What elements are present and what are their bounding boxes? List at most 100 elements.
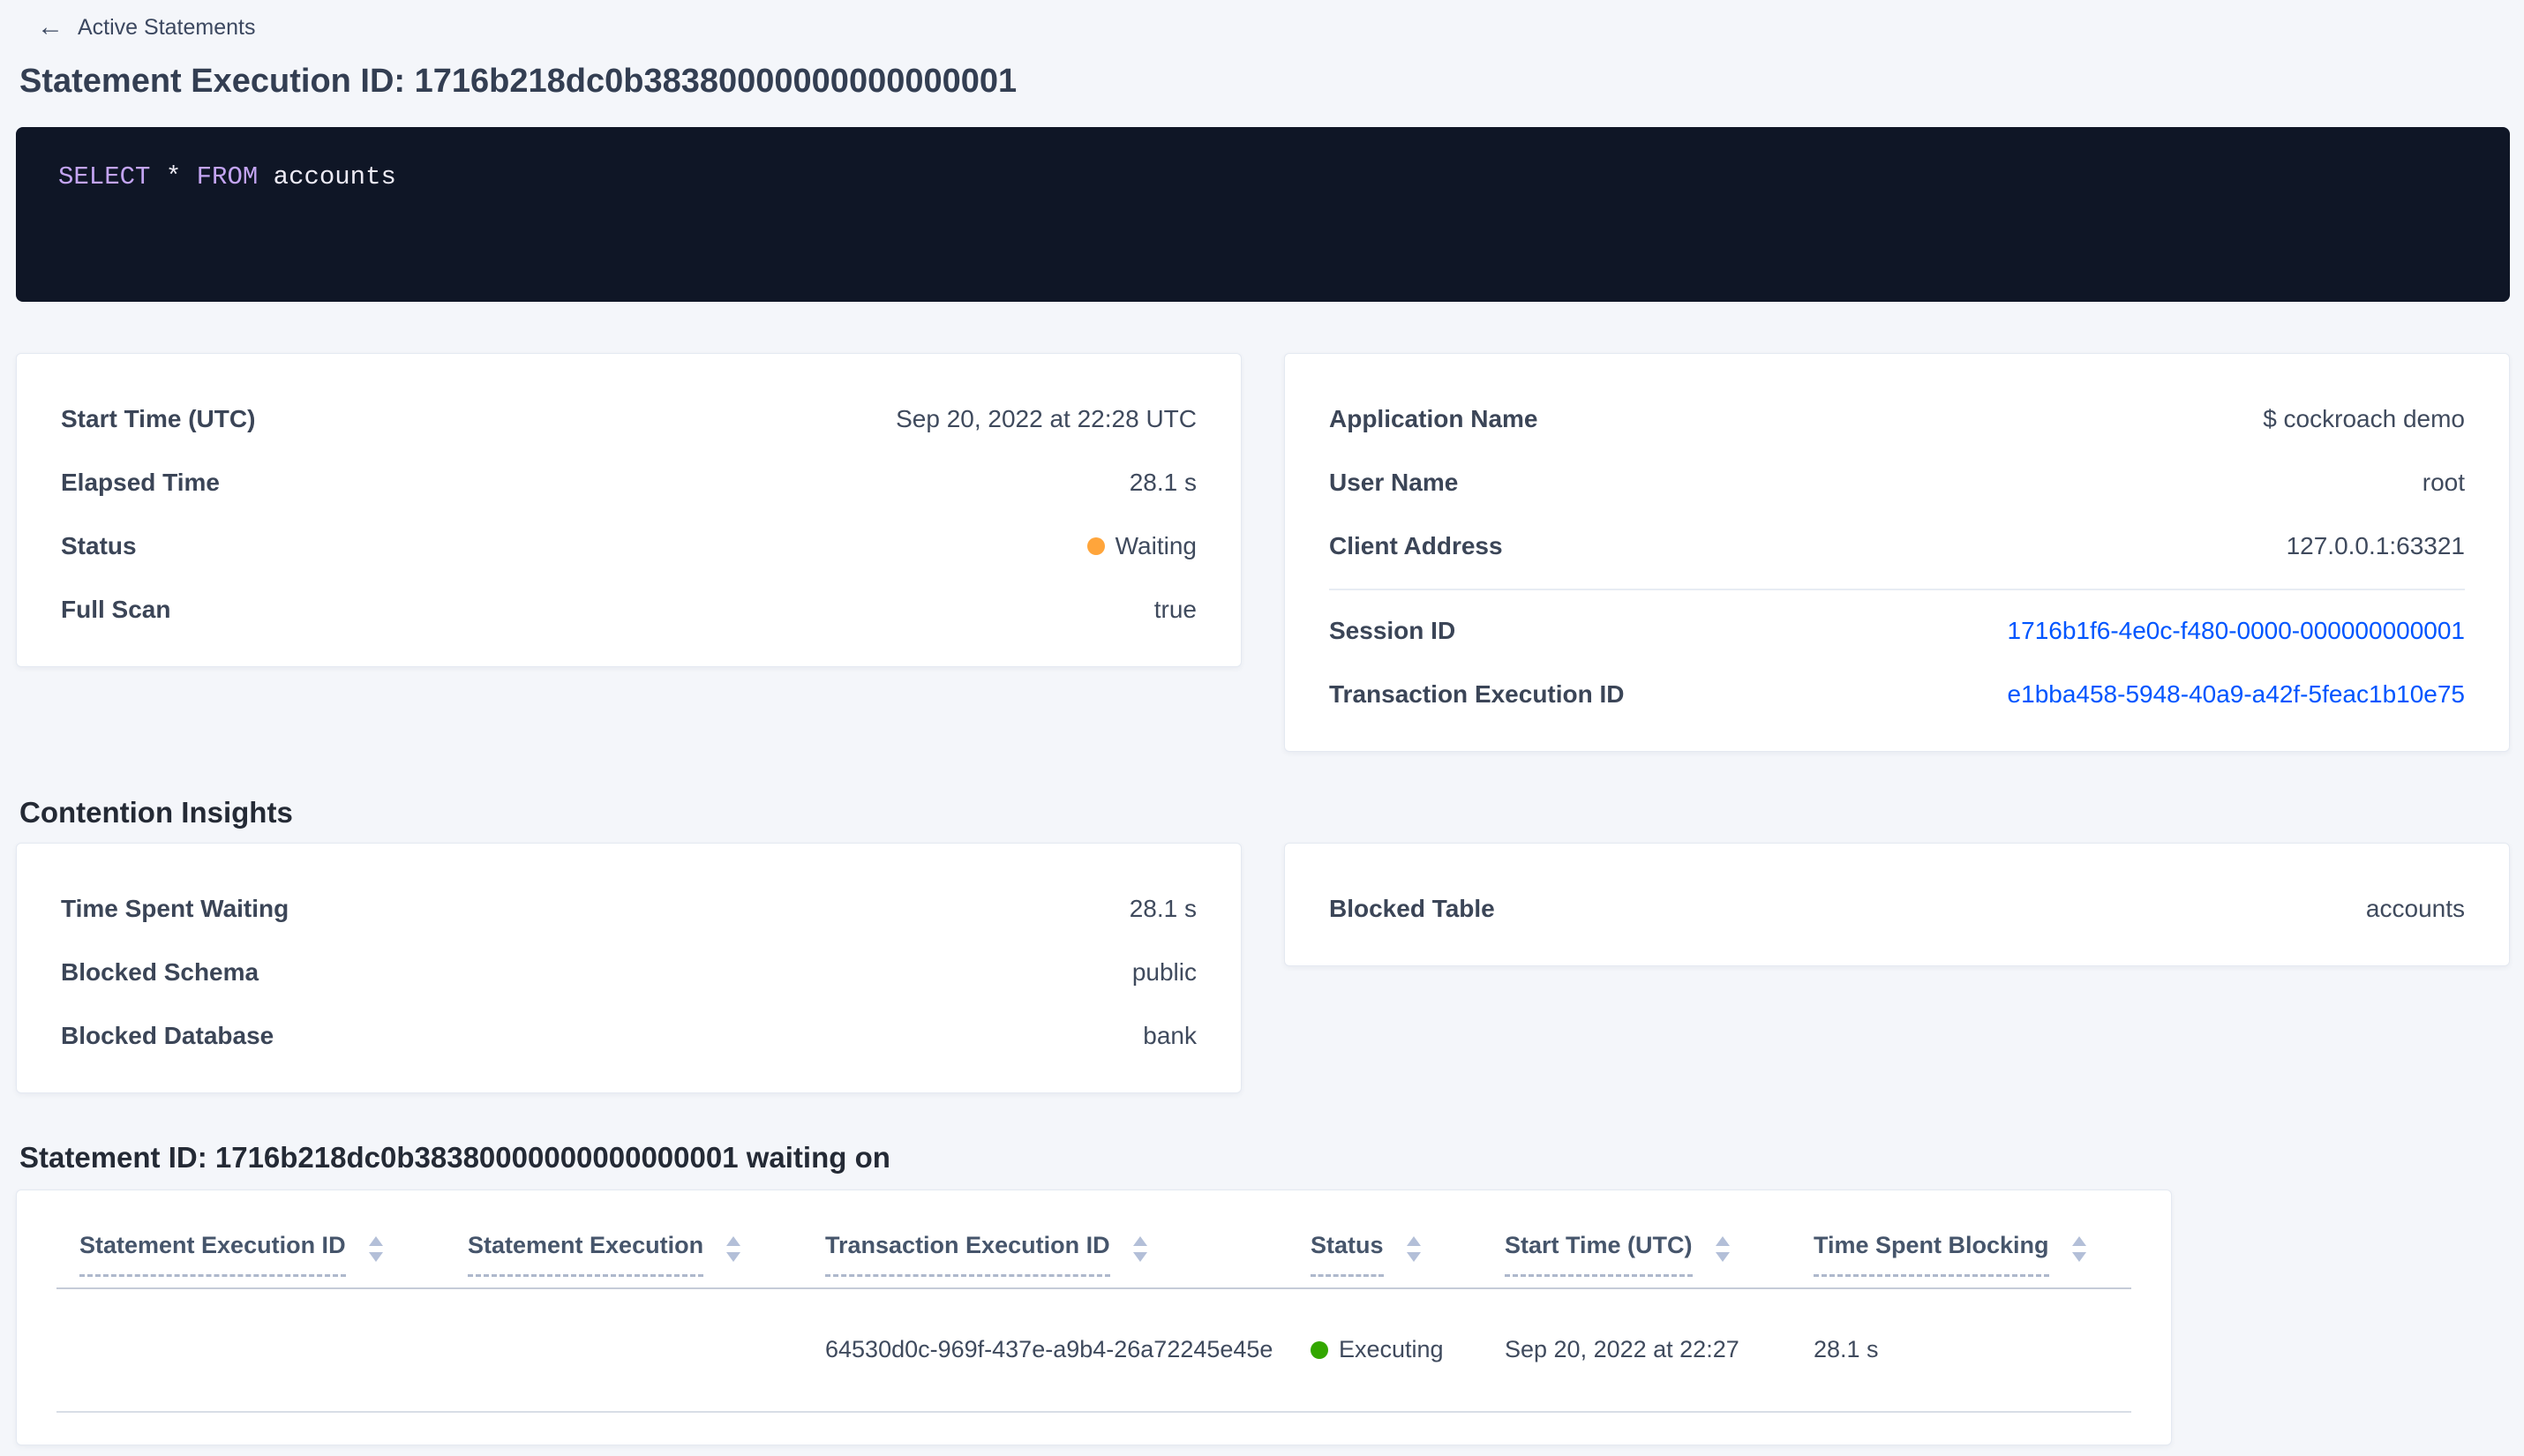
contention-cards-row: Time Spent Waiting 28.1 s Blocked Schema… <box>16 842 2510 1093</box>
sort-down-arrow-icon <box>1132 1252 1147 1263</box>
table-row: 64530d0c-969f-437e-a9b4-26a72245e45e Exe… <box>56 1289 2131 1413</box>
status-waiting-dot-icon <box>1086 537 1105 555</box>
sql-keyword-select: SELECT <box>58 161 151 191</box>
contention-insights-heading: Contention Insights <box>19 795 293 829</box>
sort-down-arrow-icon <box>1715 1252 1730 1263</box>
sort-icon[interactable] <box>2071 1236 2086 1263</box>
column-header-label: Transaction Execution ID <box>825 1231 1110 1277</box>
cell-status: Executing <box>1311 1336 1505 1363</box>
waiting-on-heading: Statement ID: 1716b218dc0b38380000000000… <box>19 1140 890 1174</box>
detail-value: public <box>1131 957 1197 986</box>
column-header-label: Statement Execution ID <box>79 1231 346 1277</box>
status-text: Executing <box>1339 1336 1444 1363</box>
column-header-label: Time Spent Blocking <box>1814 1231 2049 1277</box>
detail-label: User Name <box>1329 468 1459 496</box>
blocked-table-card: Blocked Table accounts <box>1284 842 2510 966</box>
detail-value: bank <box>1143 1021 1197 1049</box>
detail-value: 28.1 s <box>1129 894 1197 922</box>
sort-up-arrow-icon <box>1715 1236 1730 1247</box>
detail-row-user-name: User Name root <box>1329 451 2465 514</box>
arrow-left-icon: ← <box>37 12 64 41</box>
detail-row-status: Status Waiting <box>61 514 1197 578</box>
detail-value: true <box>1153 595 1197 623</box>
detail-row-blocked-table: Blocked Table accounts <box>1329 877 2465 941</box>
sort-up-arrow-icon <box>1132 1236 1147 1247</box>
detail-label: Transaction Execution ID <box>1329 679 1625 708</box>
sort-up-arrow-icon <box>726 1236 741 1247</box>
card-divider <box>1329 588 2465 590</box>
sort-down-arrow-icon <box>1406 1252 1421 1263</box>
column-header-statement-execution[interactable]: Statement Execution <box>468 1231 825 1277</box>
page-title: Statement Execution ID: 1716b218dc0b3838… <box>19 63 1018 100</box>
detail-label: Application Name <box>1329 404 1538 432</box>
cell-start-time: Sep 20, 2022 at 22:27 <box>1505 1336 1739 1363</box>
sql-plain-text: * <box>150 161 197 191</box>
sort-up-arrow-icon <box>1406 1236 1421 1247</box>
status-executing-dot-icon <box>1311 1340 1328 1359</box>
column-header-start-time[interactable]: Start Time (UTC) <box>1505 1231 1814 1277</box>
status-badge: Waiting <box>1086 531 1197 560</box>
detail-row-blocked-schema: Blocked Schema public <box>61 941 1197 1004</box>
detail-row-session-id: Session ID 1716b1f6-4e0c-f480-0000-00000… <box>1329 599 2465 663</box>
sort-down-arrow-icon <box>726 1252 741 1263</box>
column-header-status[interactable]: Status <box>1311 1231 1505 1277</box>
detail-label: Session ID <box>1329 616 1456 644</box>
column-header-label: Status <box>1311 1231 1384 1277</box>
column-header-time-spent-blocking[interactable]: Time Spent Blocking <box>1814 1231 2131 1277</box>
back-row: ← Active Statements <box>37 14 2510 41</box>
detail-value: $ cockroach demo <box>2263 404 2465 432</box>
back-to-active-statements-link[interactable]: ← Active Statements <box>37 14 255 41</box>
detail-value: accounts <box>2365 894 2465 922</box>
detail-label: Blocked Table <box>1329 894 1495 922</box>
back-link-label: Active Statements <box>78 14 256 40</box>
detail-label: Blocked Schema <box>61 957 259 986</box>
sort-up-arrow-icon <box>2071 1236 2086 1247</box>
session-details-card: Application Name $ cockroach demo User N… <box>1284 352 2510 752</box>
detail-row-blocked-database: Blocked Database bank <box>61 1004 1197 1068</box>
detail-row-application-name: Application Name $ cockroach demo <box>1329 387 2465 451</box>
statement-overview-card: Start Time (UTC) Sep 20, 2022 at 22:28 U… <box>16 352 1242 667</box>
detail-label: Status <box>61 531 137 559</box>
sql-keyword-from: FROM <box>196 161 259 191</box>
sort-down-arrow-icon <box>2071 1252 2086 1263</box>
detail-value: root <box>2422 468 2465 496</box>
sort-icon[interactable] <box>1132 1236 1147 1263</box>
column-header-label: Start Time (UTC) <box>1505 1231 1693 1277</box>
detail-label: Client Address <box>1329 531 1503 559</box>
sort-up-arrow-icon <box>368 1236 383 1247</box>
column-header-label: Statement Execution <box>468 1231 704 1277</box>
overview-cards-row: Start Time (UTC) Sep 20, 2022 at 22:28 U… <box>16 352 2510 752</box>
detail-label: Time Spent Waiting <box>61 894 289 922</box>
sort-icon[interactable] <box>1715 1236 1730 1263</box>
sql-statement-box: SELECT * FROM accounts <box>16 126 2510 302</box>
detail-value: Sep 20, 2022 at 22:28 UTC <box>896 404 1197 432</box>
sort-icon[interactable] <box>1406 1236 1421 1263</box>
detail-value: 127.0.0.1:63321 <box>2286 531 2465 559</box>
detail-label: Blocked Database <box>61 1021 274 1049</box>
sort-down-arrow-icon <box>368 1252 383 1263</box>
status-text: Waiting <box>1115 531 1197 559</box>
table-header-row: Statement Execution ID Statement Executi… <box>56 1190 2131 1289</box>
column-header-transaction-execution-id[interactable]: Transaction Execution ID <box>825 1231 1311 1277</box>
detail-row-start-time: Start Time (UTC) Sep 20, 2022 at 22:28 U… <box>61 387 1197 451</box>
detail-row-elapsed-time: Elapsed Time 28.1 s <box>61 451 1197 514</box>
detail-label: Full Scan <box>61 595 171 623</box>
sql-statement-text: SELECT * FROM accounts <box>58 162 396 191</box>
detail-row-client-address: Client Address 127.0.0.1:63321 <box>1329 514 2465 578</box>
waiting-statements-table: Statement Execution ID Statement Executi… <box>16 1190 2172 1445</box>
detail-label: Start Time (UTC) <box>61 404 256 432</box>
detail-value: 28.1 s <box>1129 468 1197 496</box>
sort-icon[interactable] <box>726 1236 741 1263</box>
sort-icon[interactable] <box>368 1236 383 1263</box>
column-header-statement-execution-id[interactable]: Statement Execution ID <box>79 1231 468 1277</box>
detail-row-time-spent-waiting: Time Spent Waiting 28.1 s <box>61 877 1197 941</box>
contention-waiting-card: Time Spent Waiting 28.1 s Blocked Schema… <box>16 842 1242 1093</box>
detail-row-transaction-execution-id: Transaction Execution ID e1bba458-5948-4… <box>1329 663 2465 726</box>
detail-row-full-scan: Full Scan true <box>61 578 1197 642</box>
transaction-execution-id-link[interactable]: e1bba458-5948-40a9-a42f-5feac1b10e75 <box>2007 679 2465 708</box>
sql-table-name: accounts <box>258 161 396 191</box>
cell-transaction-execution-id: 64530d0c-969f-437e-a9b4-26a72245e45e <box>825 1336 1273 1363</box>
detail-label: Elapsed Time <box>61 468 221 496</box>
session-id-link[interactable]: 1716b1f6-4e0c-f480-0000-000000000001 <box>2007 616 2465 644</box>
